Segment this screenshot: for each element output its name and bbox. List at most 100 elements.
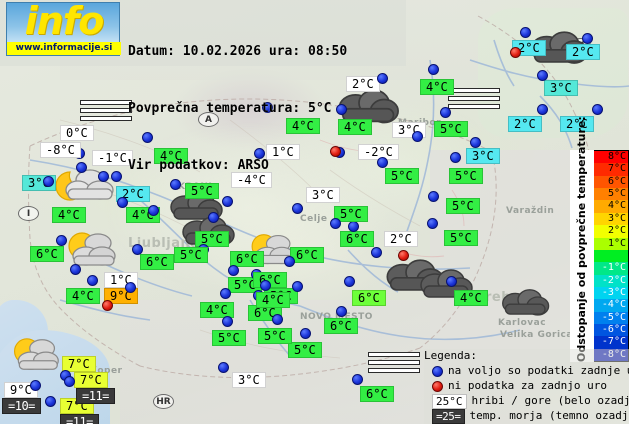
place-label: NOVO MESTO	[300, 312, 373, 322]
station-dot[interactable]	[222, 196, 233, 207]
station-dot[interactable]	[582, 33, 593, 44]
country-code-i: I	[18, 206, 39, 221]
station-dot[interactable]	[537, 104, 548, 115]
station-dot[interactable]	[412, 131, 423, 142]
station-dot[interactable]	[76, 162, 87, 173]
station-dot[interactable]	[64, 376, 75, 387]
station-dot[interactable]	[300, 328, 311, 339]
scale-row-minus7: -7°C	[594, 336, 628, 349]
station-dot[interactable]	[222, 316, 233, 327]
scale-row-minus2: -2°C	[594, 274, 628, 287]
station-temperature-chip: 2°C	[560, 116, 594, 132]
station-dot[interactable]	[470, 137, 481, 148]
station-dot[interactable]	[111, 171, 122, 182]
station-temperature-chip: 4°C	[200, 302, 234, 318]
station-dot[interactable]	[450, 152, 461, 163]
station-temperature-chip: 7°C	[62, 356, 96, 372]
logo-url[interactable]: www.informacije.si	[7, 42, 121, 55]
station-dot[interactable]	[428, 191, 439, 202]
sea-temperature-chip: =11=	[76, 388, 115, 404]
station-temperature-chip: 2°C	[566, 44, 600, 60]
station-dot[interactable]	[218, 362, 229, 373]
place-label: Karlovac	[498, 318, 547, 328]
station-dot[interactable]	[592, 104, 603, 115]
station-temperature-chip: 4°C	[286, 118, 320, 134]
station-dot-no-data[interactable]	[330, 146, 341, 157]
fog-icon	[448, 88, 500, 113]
station-temperature-chip: 3°C	[306, 187, 340, 203]
station-dot[interactable]	[208, 212, 219, 223]
station-dot[interactable]	[344, 276, 355, 287]
station-dot[interactable]	[170, 179, 181, 190]
station-dot-no-data[interactable]	[510, 47, 521, 58]
station-dot[interactable]	[56, 235, 67, 246]
station-dot[interactable]	[284, 256, 295, 267]
station-dot-no-data[interactable]	[102, 300, 113, 311]
station-dot[interactable]	[228, 265, 239, 276]
station-dot[interactable]	[87, 275, 98, 286]
site-logo[interactable]: info www.informacije.si	[6, 0, 121, 56]
station-temperature-chip: 6°C	[340, 231, 374, 247]
station-temperature-chip: 5°C	[334, 206, 368, 222]
station-dot[interactable]	[377, 157, 388, 168]
station-temperature-chip: 7°C	[74, 372, 108, 388]
legend: Legenda: na voljo so podatki zadnje ure n…	[424, 349, 629, 424]
place-label: Varaždin	[506, 206, 555, 216]
station-dot[interactable]	[292, 203, 303, 214]
station-dot[interactable]	[371, 247, 382, 258]
legend-row-2: 25°C hribi / gore (belo ozadje)	[432, 393, 629, 409]
station-dot-no-data[interactable]	[398, 250, 409, 261]
station-dot[interactable]	[428, 64, 439, 75]
fog-icon	[80, 100, 132, 125]
header-data-source: Vir podatkov: ARSO	[128, 158, 269, 173]
station-dot[interactable]	[336, 104, 347, 115]
station-temperature-chip: 4°C	[52, 207, 86, 223]
station-temperature-chip: 5°C	[446, 198, 480, 214]
scale-row-4: 4°C	[594, 200, 628, 213]
station-dot[interactable]	[377, 73, 388, 84]
station-dot[interactable]	[117, 197, 128, 208]
station-dot[interactable]	[220, 288, 231, 299]
red-dot-icon	[432, 380, 443, 392]
legend-row-1: ni podatka za zadnjo uro	[432, 378, 607, 393]
station-dot[interactable]	[132, 244, 143, 255]
station-dot[interactable]	[43, 176, 54, 187]
station-dot[interactable]	[142, 132, 153, 143]
station-temperature-chip: 6°C	[352, 290, 386, 306]
station-dot[interactable]	[427, 218, 438, 229]
station-dot[interactable]	[125, 282, 136, 293]
station-temperature-chip: 2°C	[384, 231, 418, 247]
station-dot[interactable]	[262, 102, 273, 113]
scale-row-zero	[594, 249, 628, 263]
station-dot[interactable]	[330, 218, 341, 229]
station-dot[interactable]	[45, 396, 56, 407]
station-dot[interactable]	[348, 221, 359, 232]
legend-title: Legenda:	[424, 349, 477, 362]
header-info: Datum: 10.02.2026 ura: 08:50 Povprečna t…	[128, 4, 347, 213]
station-dot[interactable]	[98, 171, 109, 182]
station-temperature-chip: 5°C	[258, 328, 292, 344]
station-dot[interactable]	[254, 148, 265, 159]
station-temperature-chip: 2°C	[346, 76, 380, 92]
station-dot[interactable]	[272, 314, 283, 325]
station-temperature-chip: -4°C	[231, 172, 272, 188]
station-dot[interactable]	[440, 107, 451, 118]
station-temperature-chip: 4°C	[66, 288, 100, 304]
moon-cloud-icon	[55, 164, 116, 208]
legend-row-0: na voljo so podatki zadnje ure	[432, 363, 629, 378]
station-dot[interactable]	[537, 70, 548, 81]
station-dot[interactable]	[446, 276, 457, 287]
station-dot[interactable]	[520, 27, 531, 38]
station-dot[interactable]	[148, 205, 159, 216]
station-dot[interactable]	[30, 380, 41, 391]
station-dot[interactable]	[70, 264, 81, 275]
station-dot[interactable]	[352, 374, 363, 385]
scale-row-7: 7°C	[594, 163, 628, 176]
scale-row-minus4: -4°C	[594, 299, 628, 312]
station-temperature-chip: 6°C	[140, 254, 174, 270]
station-dot[interactable]	[260, 280, 271, 291]
station-temperature-chip: 6°C	[290, 247, 324, 263]
station-dot[interactable]	[292, 281, 303, 292]
station-temperature-chip: 4°C	[454, 290, 488, 306]
station-dot[interactable]	[336, 306, 347, 317]
